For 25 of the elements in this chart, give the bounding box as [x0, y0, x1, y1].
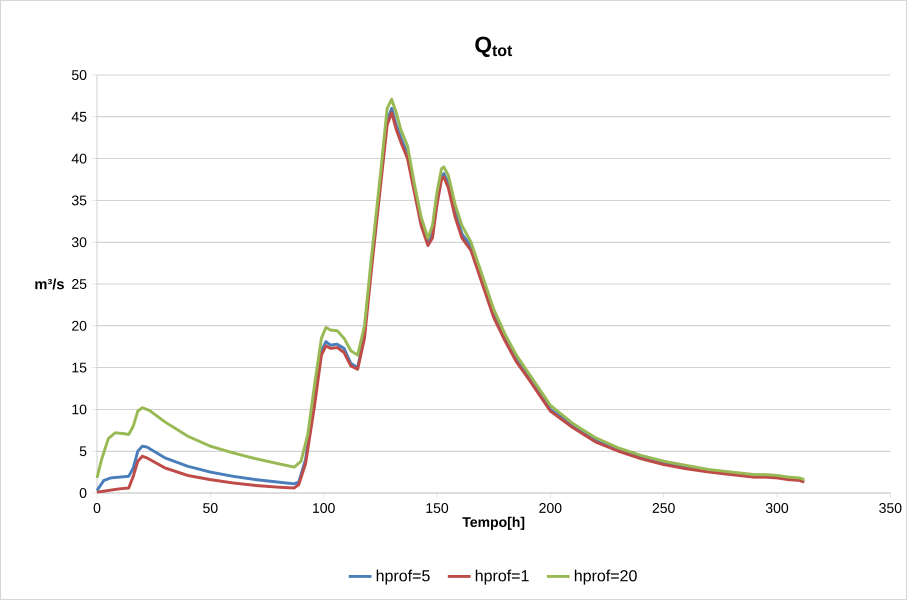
y-axis-title: m³/s	[35, 278, 64, 290]
legend-label: hprof=20	[574, 570, 637, 585]
x-tick-label: 300	[766, 503, 788, 513]
y-tick-label: 30	[72, 237, 86, 248]
x-tick-label: 0	[94, 503, 100, 513]
legend-label: hprof=5	[376, 570, 430, 585]
y-tick-label: 45	[72, 112, 86, 122]
x-tick-label: 200	[539, 503, 562, 513]
y-tick-label: 20	[72, 320, 86, 331]
x-tick-label: 250	[652, 503, 675, 513]
y-tick-label: 50	[72, 70, 86, 80]
x-tick-label: 100	[313, 503, 335, 513]
y-tick-label: 10	[72, 404, 86, 414]
y-tick-label: 35	[72, 195, 86, 206]
x-axis-title: Tempo[h]	[462, 516, 524, 530]
x-tick-label: 350	[879, 503, 902, 513]
y-tick-label: 0	[80, 488, 86, 498]
y-tick-label: 25	[72, 279, 86, 289]
y-tick-label: 15	[72, 362, 86, 372]
y-tick-label: 5	[80, 446, 86, 456]
y-tick-label: 40	[72, 154, 86, 164]
legend-label: hprof=1	[476, 570, 529, 585]
x-tick-label: 150	[426, 503, 448, 513]
chart-title: Q$_{tot}$	[475, 36, 512, 57]
x-tick-label: 50	[203, 503, 218, 513]
